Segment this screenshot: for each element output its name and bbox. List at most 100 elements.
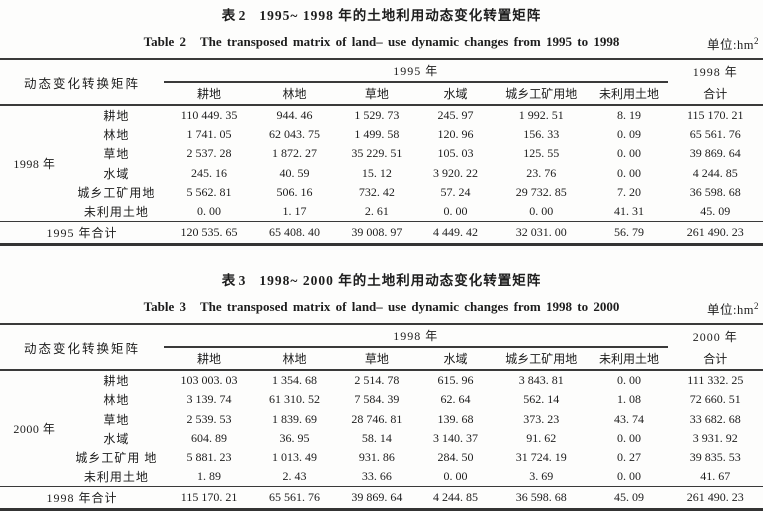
table-row: 林地 3 139. 74 61 310. 52 7 584. 39 62. 64…	[0, 390, 763, 409]
table2-source-year-header: 1995 年	[164, 59, 668, 83]
table-row: 2000 年 耕地 103 003. 03 1 354. 68 2 514. 7…	[0, 370, 763, 436]
table3-caption-zh-text: 1998~ 2000 年的土地利用动态变化转置矩阵	[259, 273, 542, 289]
table3-col-header-grassland: 草地	[334, 347, 419, 372]
row-label: 林地	[103, 393, 130, 408]
table2-caption-en-text: The transposed matrix of land– use dynam…	[199, 34, 620, 49]
table3-corner-header: 动态变化转换矩阵	[0, 324, 165, 372]
cell: 33. 66	[361, 469, 392, 484]
cell: 7 584. 39	[354, 392, 400, 407]
cell: 1 529. 73	[354, 108, 400, 123]
cell: 3 140. 37	[432, 430, 478, 445]
cell: 245. 97	[437, 108, 474, 123]
cell: 2. 61	[364, 204, 389, 219]
table3-section: 表 3 1998~ 2000 年的土地利用动态变化转置矩阵 Table 3 The …	[0, 272, 763, 511]
cell: 3. 69	[529, 469, 554, 484]
table2-caption-en-number: Table 2	[143, 34, 186, 49]
cell: 120. 96	[437, 127, 474, 142]
table2-total-col-header: 合计	[667, 82, 763, 106]
cell: 245. 16	[191, 165, 228, 180]
cell: 1 741. 05	[186, 127, 232, 142]
cell: 41. 67	[700, 469, 731, 484]
table2-caption-en: Table 2 The transposed matrix of land– us…	[0, 33, 763, 52]
cell: 125. 55	[523, 146, 560, 161]
row-label: 耕地	[103, 109, 130, 124]
cell: 39 869. 64	[334, 486, 419, 510]
cell: 3 931. 92	[692, 430, 738, 445]
table-row: 水域 245. 16 40. 59 15. 12 3 920. 22 23. 7…	[0, 164, 763, 183]
cell: 32 031. 00	[492, 221, 591, 245]
table3-col-header-urban: 城乡工矿用地	[492, 347, 591, 372]
table3-dest-year-header: 2000 年	[692, 329, 738, 344]
cell: 115 170. 21	[687, 108, 744, 123]
row-label: 林地	[103, 128, 130, 143]
cell: 1. 17	[282, 204, 307, 219]
cell: 1 992. 51	[518, 108, 564, 123]
cell: 506. 16	[276, 184, 313, 199]
table-row: 草地 2 539. 53 1 839. 69 28 746. 81 139. 6…	[0, 410, 763, 429]
cell: 23. 76	[526, 165, 557, 180]
table2-caption-zh-number: 表 2	[221, 8, 246, 23]
cell: 115 170. 21	[164, 486, 255, 510]
table-row: 草地 2 537. 28 1 872. 27 35 229. 51 105. 0…	[0, 144, 763, 163]
cell: 65 561. 76	[254, 486, 335, 510]
cell: 0. 00	[617, 373, 642, 388]
cell: 604. 89	[191, 430, 228, 445]
cell: 2. 43	[282, 469, 307, 484]
cell: 373. 23	[523, 411, 560, 426]
row-label: 城乡工矿用 地	[75, 450, 158, 465]
table2-row-group-label: 1998 年	[13, 157, 56, 172]
table3-col-header-water: 水域	[418, 347, 493, 372]
cell: 2 514. 78	[354, 373, 400, 388]
cell: 40. 59	[279, 165, 310, 180]
cell: 4 244. 85	[692, 165, 738, 180]
table-row: 未利用土地 0. 00 1. 17 2. 61 0. 00 0. 00 41. …	[0, 202, 763, 222]
cell: 156. 33	[523, 127, 560, 142]
cell: 4 244. 85	[418, 486, 493, 510]
row-label: 未利用土地	[83, 205, 149, 220]
table3-col-header-cropland: 耕地	[164, 347, 255, 372]
cell: 7. 20	[617, 184, 642, 199]
section-divider-space	[0, 246, 763, 270]
cell: 139. 68	[437, 411, 474, 426]
table2-caption-zh-text: 1995~ 1998 年的土地利用动态变化转置矩阵	[259, 8, 542, 23]
cell: 31 724. 19	[515, 449, 567, 464]
table-row: 未利用土地 1. 89 2. 43 33. 66 0. 00 3. 69 0. …	[0, 467, 763, 487]
table3-caption-en-number: Table 3	[143, 299, 186, 315]
row-label: 城乡工矿用地	[77, 185, 156, 200]
cell: 43. 74	[614, 411, 645, 426]
cell: 261 490. 23	[667, 221, 763, 245]
cell: 58. 14	[361, 430, 392, 445]
table2-col-header-cropland: 耕地	[164, 82, 255, 106]
cell: 5 562. 81	[186, 184, 232, 199]
table3-matrix: 动态变化转换矩阵 1998 年 2000 年 耕地 林地 草地 水域 城乡工矿用…	[0, 323, 763, 511]
cell: 57. 24	[440, 184, 471, 199]
cell: 931. 86	[358, 449, 395, 464]
table3-row-group-label: 2000 年	[13, 422, 56, 437]
cell: 35 229. 51	[351, 146, 403, 161]
cell: 61 310. 52	[269, 392, 320, 407]
cell: 33 682. 68	[689, 411, 741, 426]
cell: 0. 00	[197, 204, 222, 219]
cell: 4 449. 42	[418, 221, 493, 245]
total-row: 1995 年合计 120 535. 65 65 408. 40 39 008. …	[0, 221, 763, 245]
cell: 5 881. 23	[186, 449, 232, 464]
table3-caption-zh: 表 3 1998~ 2000 年的土地利用动态变化转置矩阵	[0, 272, 763, 290]
cell: 36. 95	[279, 430, 310, 445]
cell: 0. 09	[617, 127, 642, 142]
total-row-label: 1998 年合计	[0, 486, 165, 510]
cell: 56. 79	[590, 221, 668, 245]
cell: 36 598. 68	[689, 184, 741, 199]
row-label: 耕地	[103, 374, 130, 389]
cell: 2 537. 28	[186, 146, 232, 161]
cell: 45. 09	[590, 486, 668, 510]
cell: 28 746. 81	[351, 411, 403, 426]
cell: 29 732. 85	[515, 184, 567, 199]
row-label: 草地	[103, 412, 130, 427]
cell: 39 869. 64	[689, 146, 741, 161]
table3-unit-superscript: 2	[754, 301, 759, 312]
cell: 1. 89	[197, 469, 222, 484]
cell: 91. 62	[526, 430, 557, 445]
cell: 1. 08	[617, 392, 642, 407]
cell: 3 139. 74	[186, 392, 232, 407]
